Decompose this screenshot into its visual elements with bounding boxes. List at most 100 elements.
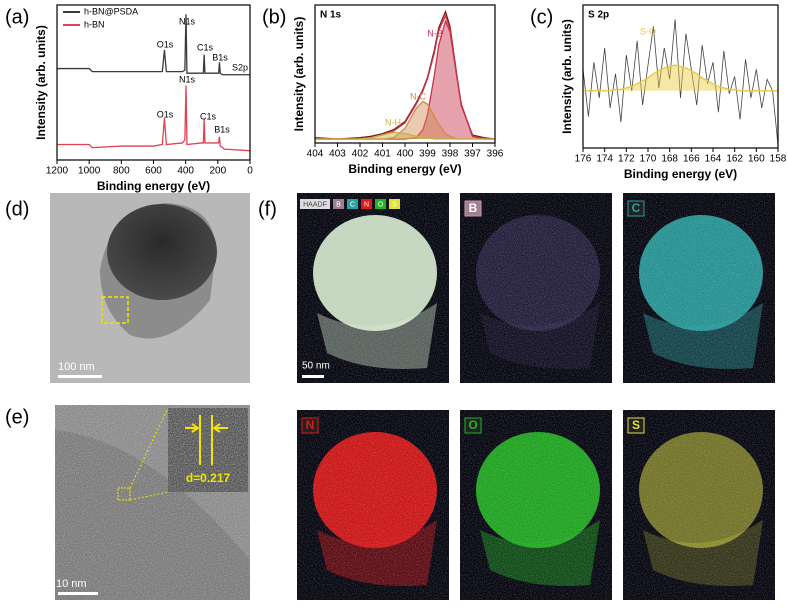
panel-label: (f) <box>258 198 277 220</box>
legend-label: h-BN <box>84 19 105 29</box>
legend-label: S <box>392 201 397 208</box>
x-tick-label: 397 <box>464 149 481 160</box>
legend-swatch <box>300 199 330 209</box>
x-tick-label: 399 <box>419 149 436 160</box>
charts: (a) h-BN@PSDA h-BN 1200 1000 800 600 400 200 0 Bin… <box>5 4 787 193</box>
x-tick-label: 400 <box>397 149 414 160</box>
x-tick-label: 170 <box>640 154 657 165</box>
x-tick-label: 402 <box>352 149 369 160</box>
peak-annotation: B1s <box>214 124 230 134</box>
legend-label: O <box>378 201 384 208</box>
x-tick-label: 160 <box>748 154 765 165</box>
legend-label: C <box>350 201 355 208</box>
panel-label: (c) <box>530 6 553 28</box>
x-tick-label: 404 <box>307 149 324 160</box>
peak-annotation: C1s <box>200 111 217 121</box>
x-axis-label: Binding energy (eV) <box>97 179 210 193</box>
map-element-label: C <box>632 201 641 215</box>
x-tick-label: 200 <box>209 166 226 177</box>
series-line <box>57 14 250 76</box>
map-element-label: O <box>468 418 477 432</box>
peak-label: N-H <box>385 117 401 127</box>
x-tick-label: 396 <box>487 149 504 160</box>
peak-area <box>315 101 495 139</box>
map-tag <box>464 200 482 217</box>
map-noise <box>297 410 449 600</box>
x-tick-label: 166 <box>683 154 700 165</box>
map-noise <box>460 410 612 600</box>
x-tick-label: 800 <box>113 166 130 177</box>
series-line <box>315 131 495 140</box>
legend-label: N <box>364 201 369 208</box>
chart-title: N 1s <box>320 10 342 21</box>
legend-label: B <box>336 201 341 208</box>
peak-area <box>583 65 778 91</box>
x-tick-label: 162 <box>726 154 743 165</box>
panel-label: (a) <box>5 6 29 28</box>
legend-label: h-BN@PSDA <box>84 6 138 16</box>
map-noise <box>623 410 775 600</box>
x-tick-label: 0 <box>247 166 253 177</box>
hrtem-image: d=0.217 10 nm <box>55 405 250 600</box>
panel-label: (e) <box>5 406 29 428</box>
series-line <box>314 9 496 140</box>
x-tick-label: 600 <box>145 166 162 177</box>
x-axis-label: Binding energy (eV) <box>348 162 461 176</box>
peak-label: N-B <box>427 28 443 38</box>
x-tick-label: 176 <box>575 154 592 165</box>
peak-annotation: O1s <box>157 39 174 49</box>
legend-swatch <box>361 199 372 209</box>
scale-bar-label: 100 nm <box>58 361 95 373</box>
map-noise <box>460 193 612 383</box>
map-tag <box>627 417 645 434</box>
x-tick-label: 172 <box>618 154 635 165</box>
x-axis-label: Binding energy (eV) <box>624 167 737 181</box>
x-tick-label: 1200 <box>46 166 69 177</box>
panel-label: (d) <box>5 198 29 220</box>
legend-swatch <box>333 199 344 209</box>
legend-swatch <box>347 199 358 209</box>
map-tag <box>464 417 482 434</box>
x-tick-label: 1000 <box>78 166 101 177</box>
series-line <box>583 64 778 92</box>
peak-annotation: C1s <box>197 42 214 52</box>
peak-annotation: B1s <box>212 52 228 62</box>
y-axis-label: Intensity (arb. units) <box>34 25 48 140</box>
panel-label: (b) <box>262 6 286 28</box>
map-noise <box>297 193 449 383</box>
peak-label: S-O <box>640 26 656 36</box>
peak-label: N-C <box>410 91 426 101</box>
x-tick-label: 158 <box>770 154 787 165</box>
legend-swatch <box>389 199 400 209</box>
map-tag <box>301 417 319 434</box>
plot-frame <box>582 4 779 149</box>
x-tick-label: 400 <box>177 166 194 177</box>
x-tick-label: 174 <box>596 154 613 165</box>
x-tick-label: 398 <box>442 149 459 160</box>
map-element-label: N <box>306 418 315 432</box>
series-line <box>57 85 251 152</box>
y-axis-label: Intensity (arb. units) <box>560 19 574 134</box>
legend-label: HAADF <box>303 201 327 208</box>
lattice-spacing: d=0.217 <box>186 471 231 485</box>
peak-area <box>315 21 495 139</box>
map-element-label: B <box>469 201 478 215</box>
peak-annotation: N1s <box>179 16 196 26</box>
scale-bar <box>302 375 324 378</box>
scale-bar-label: 10 nm <box>56 578 87 590</box>
legend-swatch <box>375 199 386 209</box>
peak-annotation: O1s <box>157 109 174 119</box>
map-tag <box>627 200 645 217</box>
x-tick-label: 164 <box>705 154 722 165</box>
chart-title: S 2p <box>588 10 609 21</box>
series-line <box>582 19 779 146</box>
eds-maps: B C N O S HAADF B C N O S 50 nm <box>297 193 775 600</box>
x-tick-label: 403 <box>329 149 346 160</box>
scale-bar-label: 50 nm <box>302 361 330 372</box>
tem-image: 100 nm <box>50 193 250 383</box>
map-element-label: S <box>632 418 640 432</box>
map-noise <box>623 193 775 383</box>
peak-area <box>315 132 495 139</box>
y-axis-label: Intensity (arb. units) <box>292 17 306 132</box>
